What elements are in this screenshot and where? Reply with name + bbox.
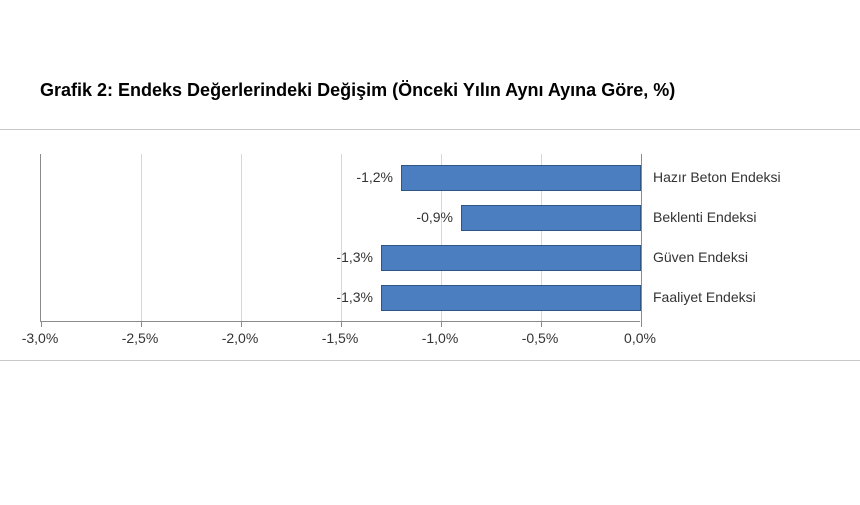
category-label: Beklenti Endeksi [653, 209, 757, 225]
bar [381, 245, 641, 271]
x-tick-label: -1,0% [422, 330, 459, 346]
bar-value-label: -1,3% [336, 249, 373, 265]
bar-chart: -1,2% Hazır Beton Endeksi -0,9% Beklenti En… [40, 154, 820, 350]
category-label: Faaliyet Endeksi [653, 289, 756, 305]
gridline [241, 154, 242, 321]
bar-value-label: -1,2% [356, 169, 393, 185]
x-tick-label: -2,5% [122, 330, 159, 346]
x-tick-label: -0,5% [522, 330, 559, 346]
x-axis-labels: -3,0%-2,5%-2,0%-1,5%-1,0%-0,5%0,0% [40, 322, 640, 350]
zero-axis [641, 154, 642, 321]
category-label: Hazır Beton Endeksi [653, 169, 781, 185]
plot-area: -1,2%Hazır Beton Endeksi-0,9%Beklenti En… [40, 154, 640, 322]
category-label: Güven Endeksi [653, 249, 748, 265]
x-tick-label: -3,0% [22, 330, 59, 346]
bar [461, 205, 641, 231]
bar-value-label: -1,3% [336, 289, 373, 305]
x-tick [641, 321, 642, 327]
x-tick-label: -1,5% [322, 330, 359, 346]
x-tick-label: -2,0% [222, 330, 259, 346]
bar [401, 165, 641, 191]
chart-frame: -1,2% Hazır Beton Endeksi -0,9% Beklenti En… [0, 129, 860, 361]
gridline [141, 154, 142, 321]
bar-value-label: -0,9% [416, 209, 453, 225]
bar [381, 285, 641, 311]
x-tick-label: 0,0% [624, 330, 656, 346]
chart-title: Grafik 2: Endeks Değerlerindeki Değişim … [0, 0, 860, 111]
